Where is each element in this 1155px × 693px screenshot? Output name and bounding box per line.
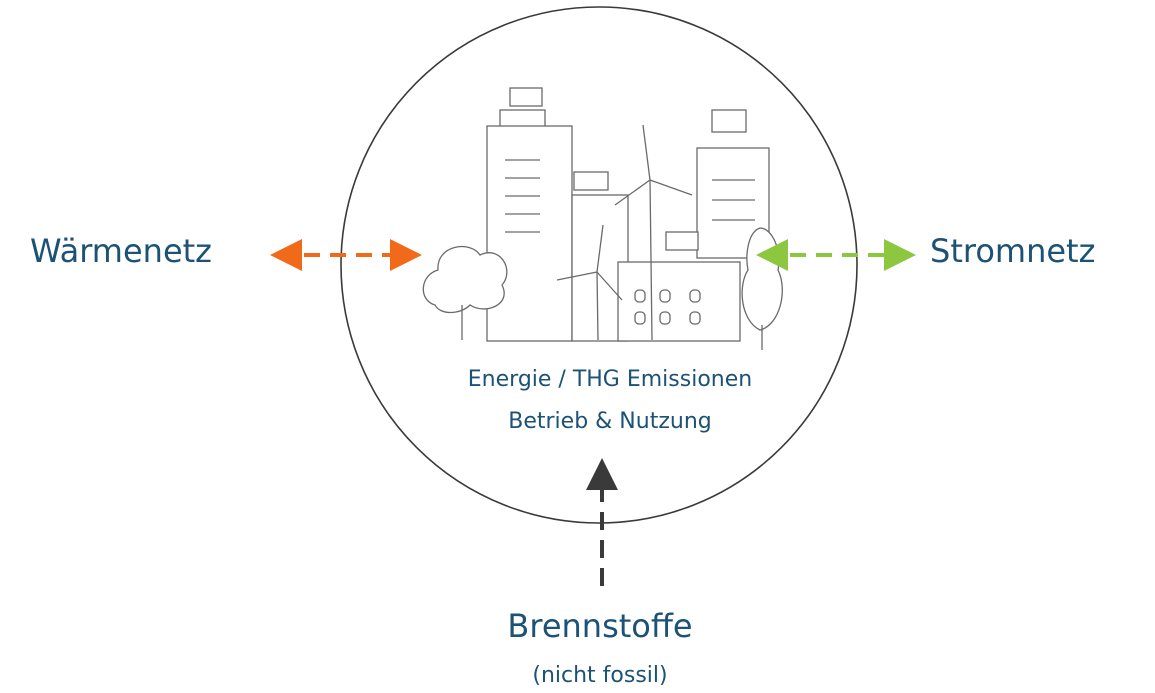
bottom-label: Brennstoffe	[507, 607, 692, 645]
right-label: Stromnetz	[930, 232, 1095, 270]
bottom-sublabel: (nicht fossil)	[532, 663, 667, 688]
left-label: Wärmenetz	[30, 232, 212, 270]
center-line: Energie / THG Emissionen	[468, 367, 752, 392]
center-line: Betrieb & Nutzung	[508, 409, 711, 434]
diagram: Wärmenetz Stromnetz Energie / THG Emissi…	[0, 0, 1155, 693]
